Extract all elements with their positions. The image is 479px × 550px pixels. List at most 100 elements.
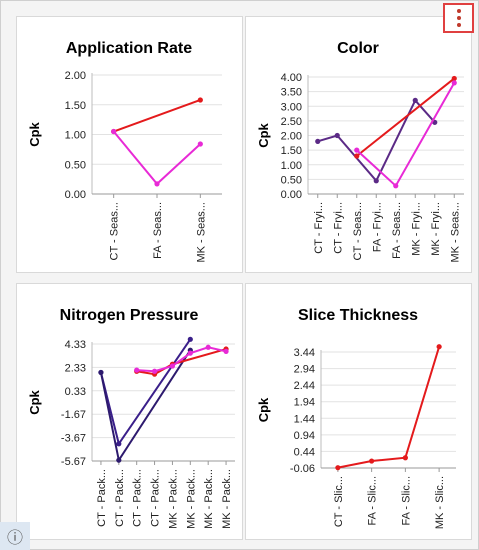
x-tick-label: CT - Fryi...: [313, 202, 325, 254]
data-point: [393, 183, 399, 189]
y-tick-label: 4.00: [281, 72, 302, 84]
data-point: [369, 458, 375, 464]
y-axis-label: Cpk: [27, 389, 42, 414]
data-point: [335, 465, 341, 471]
data-point: [354, 153, 360, 159]
chart-application-rate: Application Rate Cpk 2.00 1.50 1.00 0.50 0.00 C…: [27, 40, 222, 263]
chart-title: Nitrogen Pressure: [60, 307, 199, 324]
y-tick-label: 3.00: [281, 101, 302, 113]
x-tick-label: CT - Pack...: [132, 469, 144, 527]
y-tick-label: -3.67: [61, 433, 86, 445]
y-tick-label: 1.44: [294, 413, 315, 425]
x-tick-label: CT - Pack...: [150, 469, 162, 527]
data-point: [334, 132, 340, 139]
data-point: [116, 457, 122, 463]
y-tick-label: 2.50: [281, 116, 302, 128]
series-line: [136, 346, 227, 373]
y-tick-label: 0.00: [65, 189, 86, 201]
y-tick-label: 0.50: [65, 159, 86, 171]
y-tick-label: 1.00: [65, 130, 86, 142]
data-point: [116, 441, 122, 447]
x-tick-label: CT - Pack...: [114, 469, 126, 527]
data-point: [412, 97, 418, 103]
info-icon: ⓘ: [6, 528, 23, 547]
y-tick-label: 0.44: [294, 446, 315, 458]
y-tick-label: 0.94: [294, 430, 315, 442]
data-point: [169, 363, 176, 369]
chart-title: Application Rate: [66, 40, 192, 57]
series-line: [99, 338, 192, 447]
x-tick-label: MK - Pack...: [185, 469, 197, 529]
chart-title: Color: [337, 40, 379, 57]
chart-title: Slice Thickness: [298, 307, 418, 324]
x-tick-label: CT - Seas...: [109, 202, 121, 260]
y-tick-label: -0.06: [290, 463, 315, 475]
y-tick-label: 1.94: [294, 397, 315, 409]
y-tick-label: 2.00: [65, 70, 86, 82]
y-tick-label: -5.67: [61, 456, 86, 468]
x-tick-label: MK - Pack...: [221, 469, 233, 529]
data-point: [134, 367, 140, 373]
x-tick-label: FA - Fryi...: [371, 202, 383, 252]
series-line: [356, 82, 456, 188]
x-tick-label: MK - Pack...: [167, 469, 179, 529]
x-tick-label: MK - Fryi...: [430, 202, 442, 256]
series-line: [337, 346, 441, 469]
x-tick-label: FA - Slic...: [367, 476, 379, 526]
chart-slice-thickness: Slice Thickness Cpk 3.44 2.94 2.44 1.94 1.44 0.…: [256, 307, 456, 529]
y-tick-label: 2.94: [294, 364, 315, 376]
y-tick-label: 0.50: [281, 174, 302, 186]
data-point: [373, 178, 379, 184]
y-axis-label: Cpk: [256, 122, 271, 147]
x-tick-label: MK - Fryi...: [410, 202, 422, 256]
chart-panel-slice-thickness: Slice Thickness Cpk 3.44 2.94 2.44 1.94 1.44 0.…: [245, 283, 472, 540]
data-point: [451, 80, 457, 86]
x-tick-label: CT - Slic...: [333, 476, 345, 527]
x-tick-label: FA - Slic...: [400, 476, 412, 526]
chart-nitrogen-pressure: Nitrogen Pressure Cpk 4.33 2.33 0.33 -1.67 -3.…: [27, 307, 235, 529]
data-point: [187, 336, 193, 342]
y-tick-label: 0.33: [65, 386, 86, 398]
y-tick-label: 2.00: [281, 131, 302, 143]
y-tick-label: 1.50: [65, 100, 86, 112]
x-tick-label: CT - Fryi...: [332, 202, 344, 254]
x-tick-label: CT - Seas...: [352, 202, 364, 260]
y-tick-label: 4.33: [65, 339, 86, 351]
x-tick-label: MK - Slic...: [434, 476, 446, 529]
y-axis-label: Cpk: [256, 397, 271, 422]
more-vertical-icon-dot: [456, 16, 461, 20]
y-tick-label: 2.33: [65, 362, 86, 374]
data-point: [187, 350, 193, 356]
data-point: [205, 344, 211, 350]
x-tick-label: MK - Seas...: [195, 202, 207, 263]
data-point: [98, 369, 104, 376]
data-point: [197, 141, 203, 147]
more-vertical-icon: [456, 9, 461, 13]
y-tick-label: 1.00: [281, 160, 302, 172]
data-point: [402, 455, 408, 461]
y-tick-label: -1.67: [61, 409, 86, 421]
data-point: [315, 138, 321, 144]
y-tick-label: 3.44: [294, 347, 315, 359]
series-line: [356, 77, 455, 157]
x-tick-label: MK - Seas...: [449, 202, 461, 263]
data-point: [111, 128, 117, 135]
more-options-button[interactable]: [443, 3, 474, 33]
data-point: [151, 368, 158, 374]
series-line: [112, 130, 202, 186]
y-axis-label: Cpk: [27, 121, 42, 146]
y-tick-label: 1.50: [281, 145, 302, 157]
y-tick-label: 3.50: [281, 87, 302, 99]
more-vertical-icon-dot: [456, 23, 461, 27]
chart-color: Color Cpk 4.00 3.50 3.00 2.50 2.00 1.50 1.00 0.50…: [256, 40, 464, 263]
data-point: [154, 181, 160, 187]
data-point: [354, 147, 360, 153]
data-point: [451, 75, 457, 82]
data-point: [197, 97, 203, 103]
y-tick-label: 2.44: [294, 380, 315, 392]
info-button[interactable]: ⓘ: [0, 522, 30, 550]
series-line: [113, 99, 201, 133]
chart-panel-color: Color Cpk 4.00 3.50 3.00 2.50 2.00 1.50 1.00 0.50…: [245, 16, 472, 273]
x-tick-label: MK - Pack...: [203, 469, 215, 529]
data-point: [223, 348, 229, 354]
